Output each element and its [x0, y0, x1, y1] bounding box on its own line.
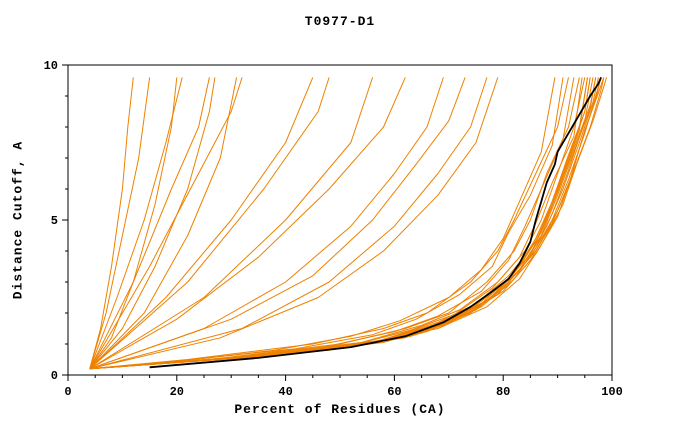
highlight-curve — [149, 77, 602, 369]
model-curve — [89, 77, 499, 370]
model-curve — [89, 77, 134, 369]
model-curve — [89, 77, 580, 370]
model-curve — [89, 77, 330, 370]
y-axis-label: Distance Cutoff, A — [10, 140, 26, 300]
x-tick-label: 60 — [387, 385, 401, 399]
model-curve — [89, 77, 583, 370]
model-curve — [89, 77, 556, 370]
chart-title: T0977-D1 — [304, 14, 376, 29]
y-tick-label: 5 — [51, 214, 58, 228]
model-curve — [89, 77, 591, 370]
x-tick-label: 40 — [278, 385, 292, 399]
model-curve — [89, 77, 374, 370]
x-tick-label: 80 — [496, 385, 510, 399]
model-curve — [89, 77, 243, 370]
model-curve — [89, 77, 183, 369]
model-curve — [89, 77, 608, 370]
model-curve — [89, 77, 314, 370]
model-curve — [89, 77, 216, 370]
x-tick-label: 20 — [170, 385, 184, 399]
model-curve — [89, 77, 569, 370]
y-tick-label: 10 — [44, 59, 58, 73]
model-curve — [89, 77, 406, 370]
model-curve — [89, 77, 564, 370]
model-curve — [89, 77, 591, 370]
y-tick-label: 0 — [51, 369, 58, 383]
model-curve — [89, 77, 588, 370]
x-axis-label: Percent of Residues (CA) — [234, 402, 446, 417]
model-curve — [89, 77, 575, 370]
model-curve — [89, 77, 238, 370]
model-curve — [89, 77, 210, 370]
x-tick-label: 0 — [64, 385, 71, 399]
x-tick-label: 100 — [601, 385, 623, 399]
model-curve — [89, 77, 466, 370]
model-curve — [89, 77, 594, 370]
model-curve — [89, 77, 586, 370]
model-curve — [89, 77, 151, 369]
